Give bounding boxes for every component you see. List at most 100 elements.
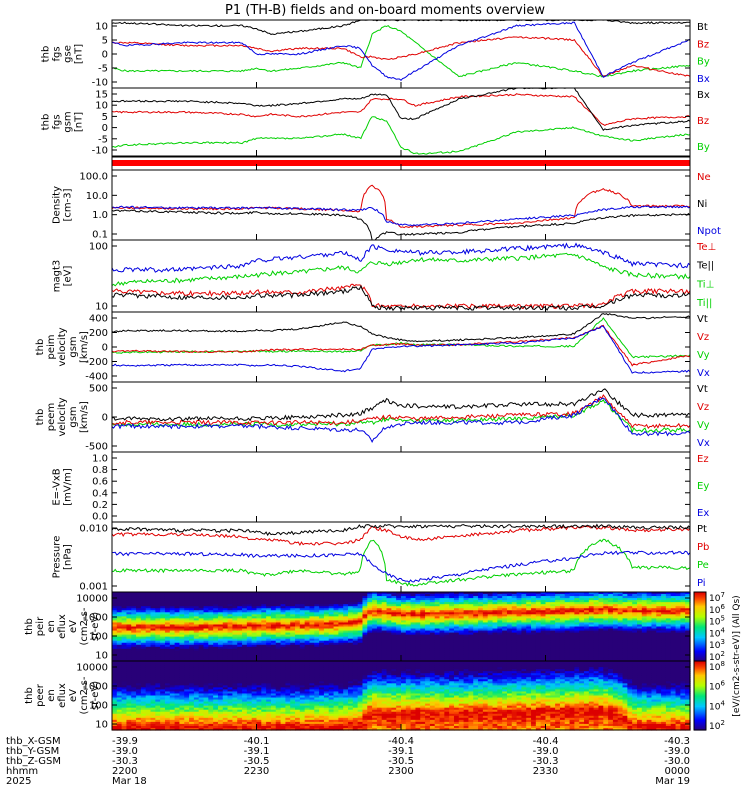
panel-fgs_gse: 10 5 0 -5 -10 thbfgsgse[nT] Bt Bz By Bx	[41, 19, 710, 89]
ylabel-ve: thbpeemvelocitygsm[km/s]	[35, 397, 90, 436]
series-temp-Ti||	[111, 242, 691, 273]
legend-fgs_gse-1: Bz	[697, 39, 709, 50]
ytick-ion_spec: 10000	[76, 594, 108, 605]
ytick-fgs_gse: 5	[102, 36, 108, 47]
colorbar-tick: 104	[709, 626, 725, 639]
ytick-pressure: 0.010	[79, 524, 108, 535]
panel-density: 100.0 10.0 1.0 0.1 Density[cm-3] Ne Ni Npot	[52, 169, 721, 241]
series-density-Ne	[111, 184, 691, 229]
footer-row-label: thb_Z-GSM	[6, 756, 61, 767]
series-fgs_gse-Bz	[112, 36, 691, 77]
colorbar-tick: 106	[709, 603, 725, 616]
legend-ve-2: Vy	[697, 420, 710, 431]
ytick-elec_spec: 1000	[83, 682, 108, 693]
ytick-fgs_gsm: 10	[95, 101, 108, 112]
series-fgs_gsm-By	[111, 116, 691, 155]
colorbar-tick: 106	[709, 680, 725, 693]
legend-density-0: Ne	[697, 172, 711, 183]
ytick-efield: 0.4	[92, 488, 108, 499]
legend-vi-1: Vz	[697, 332, 709, 343]
panel-flag	[111, 156, 691, 171]
colorbar-tick: 104	[709, 699, 725, 712]
ytick-vi: 400	[89, 314, 108, 325]
footer-row-label: thb_X-GSM	[6, 736, 61, 747]
ytick-vi: 200	[89, 328, 108, 339]
colorbars: 107106105104103102108106104102[eV/(cm2-s…	[693, 591, 742, 732]
ytick-vi: -200	[85, 357, 108, 368]
frame-efield	[111, 451, 691, 523]
ylabel-elec_spec: thbpeerenefluxeV(cm2-s-sr-eV)	[24, 676, 101, 714]
legend-pressure-3: Pi	[697, 578, 706, 589]
footer-row-label: 2025	[6, 776, 31, 787]
legend-fgs_gse-3: Bx	[697, 74, 710, 85]
ytick-fgs_gsm: -10	[92, 146, 108, 157]
colorbar-tick: 105	[709, 615, 725, 628]
colorbar-tick: 103	[709, 638, 725, 651]
legend-pressure-1: Pb	[697, 542, 709, 553]
colorbar-tick: 108	[709, 660, 725, 673]
legend-fgs_gsm-1: Bz	[697, 116, 709, 127]
ytick-fgs_gse: -5	[98, 64, 108, 75]
ytick-density: 10.0	[86, 191, 108, 202]
series-ve-Vy	[111, 398, 691, 434]
ylabel-density: Density[cm-3]	[52, 186, 74, 224]
legend-fgs_gsm-0: Bx	[697, 90, 710, 101]
legend-fgs_gse-0: Bt	[697, 22, 708, 33]
legend-density-2: Npot	[697, 226, 721, 237]
ylabel-temp: magt3[eV]	[52, 260, 74, 293]
series-fgs_gse-Bt	[111, 19, 690, 36]
ytick-fgs_gse: 0	[102, 50, 108, 61]
series-pressure-Pt	[111, 523, 691, 537]
ytick-density: 100.0	[79, 172, 108, 183]
legend-efield-0: Ez	[697, 454, 709, 465]
legend-pressure-2: Pe	[697, 560, 709, 571]
legend-efield-2: Ex	[697, 508, 709, 519]
ytick-elec_spec: 100	[89, 701, 108, 712]
series-vi-Vz	[111, 324, 691, 367]
series-temp-Ti⊥	[111, 252, 691, 287]
ytick-ion_spec: 10	[95, 651, 108, 662]
series-density-Npot	[111, 205, 691, 227]
ylabel-efield: E=-VxB[mV/m]	[52, 468, 74, 506]
panel-ve: 500 0 -500 thbpeemvelocitygsm[km/s] Vt Vz Vy Vx	[35, 381, 710, 453]
ytick-elec_spec: 10000	[76, 663, 108, 674]
ytick-efield: 0.0	[92, 512, 108, 523]
series-fgs_gse-By	[111, 24, 691, 78]
ytick-fgs_gse: -10	[92, 78, 108, 89]
series-ve-Vz	[111, 394, 691, 429]
ytick-ve: 500	[89, 384, 108, 395]
panel-vi: 400 200 0 -200 -400 thbpeimvelocitygsm[km/s] V…	[35, 311, 710, 383]
series-pressure-Pi	[111, 550, 691, 583]
ytick-density: 1.0	[92, 210, 108, 221]
ytick-ion_spec: 1000	[83, 613, 108, 624]
series-fgs_gsm-Bx	[111, 87, 691, 131]
legend-vi-3: Vx	[697, 368, 710, 379]
ytick-ve: -500	[85, 442, 108, 453]
colorbar-tick: 102	[709, 719, 725, 732]
series-fgs_gsm-Bz	[111, 93, 691, 126]
ytick-fgs_gsm: 0	[102, 123, 108, 134]
quality-flag-bar	[112, 160, 690, 166]
ylabel-fgs_gse: thbfgsgse[nT]	[41, 44, 85, 64]
ytick-fgs_gsm: 5	[102, 112, 108, 123]
frame-pressure	[111, 521, 691, 593]
colorbar-1: 108 106 104 102	[693, 660, 725, 732]
legend-density-1: Ni	[697, 199, 707, 210]
ytick-elec_spec: 10	[95, 720, 108, 731]
series-ve-Vx	[111, 397, 691, 444]
frame-fgs_gse	[111, 19, 691, 89]
legend-temp-1: Te||	[696, 261, 714, 272]
ytick-efield: 0.2	[92, 500, 108, 511]
ytick-ve: 0	[102, 413, 108, 424]
panel-pressure: 0.010 0.001 Pressure[nPa] Pt Pb Pe Pi	[52, 521, 709, 593]
series-vi-Vy	[111, 317, 691, 359]
ytick-pressure: 0.001	[79, 582, 108, 593]
ytick-temp: 100	[89, 242, 108, 253]
panel-efield: 1.00.80.60.40.20.0 E=-VxB[mV/m] Ez Ey Ex	[52, 451, 709, 523]
